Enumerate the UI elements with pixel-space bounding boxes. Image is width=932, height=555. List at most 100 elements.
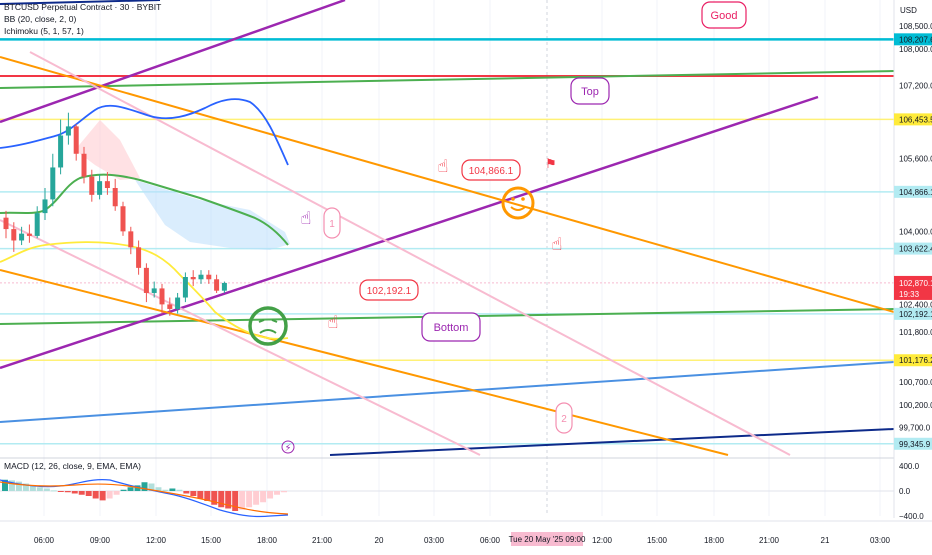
macd-histogram-bar — [50, 490, 57, 492]
alert-circle-icon — [281, 440, 295, 454]
price-level-tag — [894, 113, 932, 126]
macd-histogram-bar — [267, 491, 274, 499]
time-tick-label: 06:00 — [34, 536, 55, 545]
time-tick-label: 06:00 — [480, 536, 501, 545]
macd-signal-line — [0, 481, 289, 515]
price-label-104866-text: 104,866.1 — [469, 166, 514, 177]
candle-body — [73, 126, 79, 154]
crosshair-time-tag — [511, 532, 583, 546]
time-tick-label: 18:00 — [704, 536, 725, 545]
macd-histogram-bar — [239, 491, 246, 510]
candle-body — [159, 288, 165, 305]
blue-trendline — [0, 361, 895, 423]
time-tick-label: 03:00 — [424, 536, 445, 545]
price-level-tag — [894, 242, 932, 255]
macd-pane — [0, 479, 289, 518]
macd-histogram-bar — [253, 491, 260, 505]
candle-body — [136, 247, 142, 268]
lightning-icon: ⚡ — [284, 443, 291, 454]
price-tick-label: 108,500.0 — [899, 22, 932, 31]
candle-body — [151, 288, 157, 293]
current-price-tag — [894, 275, 932, 300]
price-tick-label: 108,000.0 — [899, 45, 932, 54]
price-level-tag-text: 103,622.4 — [899, 245, 932, 254]
price-level-tag — [894, 437, 932, 450]
macd-histogram-bar — [22, 483, 29, 491]
macd-histogram-bar — [43, 488, 50, 491]
macd-histogram-bar — [57, 491, 64, 492]
candle-body — [175, 297, 181, 309]
macd-tick-label: 400.0 — [899, 462, 920, 471]
navy-trendline — [329, 428, 895, 456]
macd-histogram-bar — [71, 491, 78, 494]
macd-histogram-bar — [106, 491, 113, 499]
pointing-hand-icon: ☝ — [301, 208, 312, 229]
bottom-callout: Bottom — [421, 312, 481, 342]
candle-body — [190, 277, 196, 280]
macd-tick-label: −400.0 — [899, 512, 924, 521]
symbol-legend[interactable]: BTCUSD Perpetual Contract · 30 · BYBIT — [4, 2, 162, 12]
pink-channel-upper — [29, 51, 791, 456]
bottom-callout-text: Bottom — [434, 322, 469, 334]
price-level-tag-text: 99,345.9 — [899, 440, 931, 449]
currency-label: USD — [900, 6, 917, 15]
smiley-face-circle — [501, 186, 535, 220]
macd-histogram-bar — [281, 491, 287, 493]
good-callout: Good — [701, 1, 747, 29]
top-callout-text: Top — [581, 86, 599, 98]
pink-channel-lower — [0, 219, 481, 456]
smiley-face-circle — [248, 306, 288, 346]
candle-body — [34, 213, 40, 236]
price-label-102192-text: 102,192.1 — [367, 286, 412, 297]
price-tick-label: 99,700.0 — [899, 424, 931, 433]
macd-histogram-bar — [2, 479, 8, 491]
candle-body — [19, 233, 25, 241]
macd-histogram-bar — [120, 489, 127, 491]
macd-histogram-bar — [85, 491, 92, 496]
candle-body — [11, 229, 17, 241]
price-level-tag-text: 104,866.1 — [899, 188, 932, 197]
wave-1-label-bubble — [323, 207, 341, 239]
candle-body — [221, 282, 227, 291]
price-axis-bg — [894, 0, 932, 550]
good-callout-text: Good — [711, 10, 738, 22]
ichimoku-legend[interactable]: Ichimoku (5, 1, 57, 1) — [4, 26, 84, 36]
smiley-eye — [511, 197, 515, 201]
pointing-hand-icon: ☝ — [438, 156, 449, 177]
macd-histogram-bar — [29, 485, 36, 491]
bb-legend[interactable]: BB (20, close, 2, 0) — [4, 14, 77, 24]
macd-histogram-bar — [218, 491, 225, 508]
flag-icon: ⚑ — [545, 157, 557, 172]
macd-histogram-bar — [127, 487, 134, 491]
macd-histogram-bar — [15, 481, 22, 491]
macd-histogram-bar — [190, 491, 197, 496]
price-level-tag — [894, 185, 932, 198]
time-tick-label: 21 — [821, 536, 830, 545]
price-level-tag-text: 108,207.6 — [899, 35, 932, 44]
price-tick-label: 105,600.0 — [899, 154, 932, 163]
bottom-callout-bubble — [421, 312, 481, 342]
macd-legend[interactable]: MACD (12, 26, close, 9, EMA, EMA) — [4, 461, 141, 471]
time-tick-label: 03:00 — [870, 536, 891, 545]
candle-body — [58, 135, 64, 168]
ichimoku-cloud-red — [75, 120, 140, 180]
price-level-tag — [894, 33, 932, 46]
macd-histogram-bar — [162, 489, 169, 491]
macd-histogram-bar — [78, 491, 85, 495]
macd-histogram-bar — [176, 489, 183, 491]
macd-histogram-bar — [232, 491, 239, 511]
macd-histogram-bar — [134, 485, 141, 491]
candle-body — [128, 231, 134, 248]
candle-body — [26, 233, 32, 236]
price-axis: USD 108,500.0 108,000.0 107,200.0 106,453.5 1… — [893, 0, 932, 550]
macd-histogram-bar — [92, 491, 99, 499]
macd-histogram-bar — [141, 482, 148, 491]
smiley-eye — [521, 197, 525, 201]
smiley-orange-icon — [501, 186, 535, 220]
price-label-102192: 102,192.1 — [359, 279, 419, 301]
candle-body — [81, 153, 87, 177]
price-label-104866-bubble — [461, 159, 521, 181]
smiley-mouth — [510, 206, 526, 211]
